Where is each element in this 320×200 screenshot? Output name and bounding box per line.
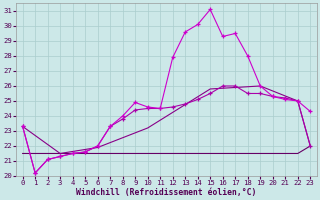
X-axis label: Windchill (Refroidissement éolien,°C): Windchill (Refroidissement éolien,°C)	[76, 188, 257, 197]
